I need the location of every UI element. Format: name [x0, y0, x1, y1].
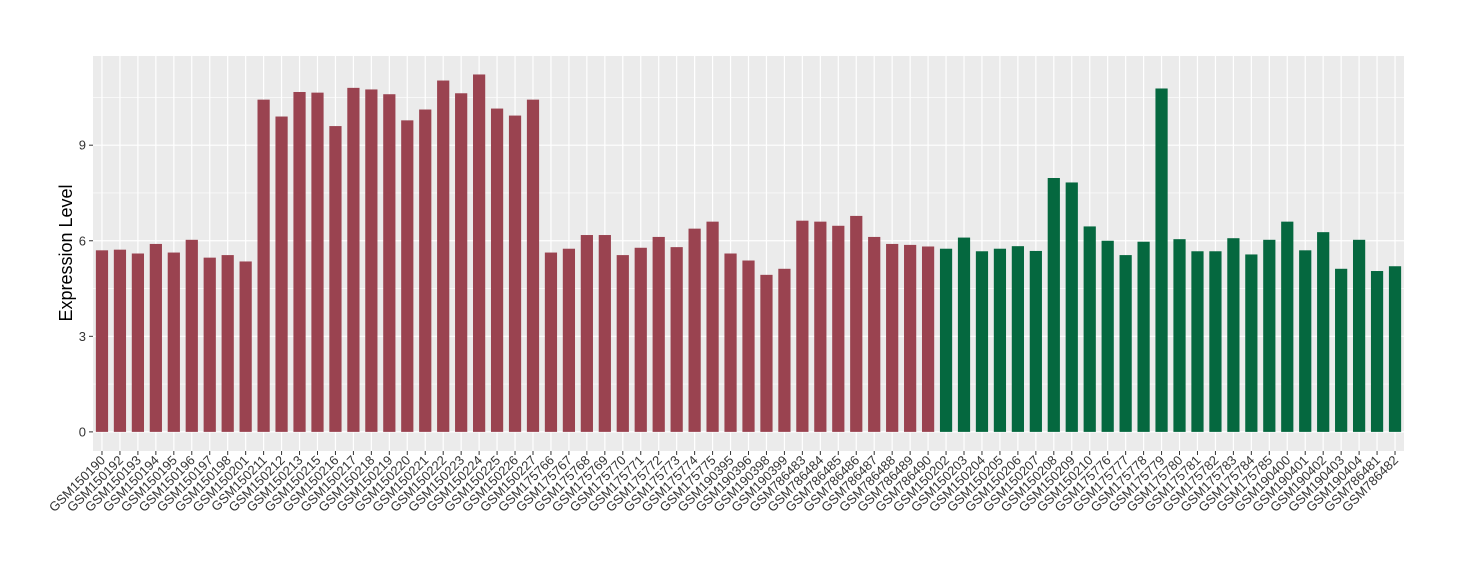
bar-GSM150190 [95, 250, 109, 432]
y-tick-label: 9 [79, 138, 86, 153]
bar-GSM150227 [526, 99, 540, 432]
bar-GSM175767 [562, 248, 576, 432]
bar-GSM786481 [1370, 271, 1384, 432]
bar-GSM190398 [760, 274, 773, 432]
bar-GSM150203 [957, 237, 971, 432]
y-tick-label: 6 [79, 233, 86, 248]
bar-GSM175779 [1155, 88, 1168, 432]
bar-GSM150222 [437, 80, 450, 432]
bar-GSM786484 [814, 221, 827, 432]
bar-GSM150198 [221, 255, 234, 432]
bar-GSM150221 [419, 109, 432, 432]
bar-GSM786483 [796, 220, 809, 432]
bar-GSM150195 [167, 252, 180, 432]
bar-GSM150211 [257, 99, 270, 432]
bar-GSM150193 [131, 253, 145, 432]
bar-GSM175772 [652, 236, 665, 432]
bar-GSM150225 [490, 108, 504, 432]
bar-GSM150205 [993, 248, 1007, 432]
bar-GSM150209 [1065, 182, 1078, 432]
bar-GSM786490 [921, 246, 935, 432]
bar-GSM150219 [383, 94, 396, 432]
bar-GSM150201 [239, 261, 252, 432]
bar-GSM175785 [1263, 239, 1276, 432]
bar-GSM150202 [939, 248, 953, 432]
bar-GSM150218 [365, 89, 378, 432]
bar-GSM150217 [347, 87, 360, 432]
bar-GSM150196 [185, 239, 198, 432]
y-axis-title: Expression Level [56, 184, 76, 321]
bar-GSM175770 [616, 255, 629, 432]
bar-GSM175782 [1209, 251, 1222, 432]
bar-GSM190401 [1299, 250, 1312, 432]
bar-GSM150204 [975, 251, 989, 432]
bar-GSM175783 [1227, 238, 1240, 432]
bar-GSM190402 [1317, 232, 1330, 432]
bar-GSM190404 [1352, 239, 1366, 432]
bar-GSM150212 [275, 116, 288, 432]
bar-GSM150197 [203, 257, 216, 432]
y-axis: 0 3 6 9 [79, 138, 93, 439]
bar-GSM150208 [1047, 178, 1060, 432]
bar-GSM150213 [293, 91, 306, 432]
bar-GSM175769 [598, 235, 611, 432]
bar-GSM150220 [401, 120, 414, 432]
bar-GSM150224 [473, 74, 486, 432]
bar-GSM150226 [508, 115, 522, 432]
bar-GSM190395 [724, 253, 737, 432]
bar-GSM175766 [544, 252, 558, 432]
bar-GSM190400 [1281, 221, 1294, 432]
bar-GSM175776 [1101, 240, 1114, 432]
bar-GSM150206 [1011, 246, 1024, 432]
bar-GSM175775 [706, 221, 719, 432]
bar-GSM786486 [850, 215, 863, 432]
bar-GSM175768 [580, 235, 593, 432]
bar-GSM786489 [904, 244, 917, 432]
bars [95, 74, 1402, 432]
bar-GSM150210 [1083, 226, 1096, 432]
bar-GSM190396 [742, 260, 755, 432]
x-axis: GSM150190GSM150192GSM150193GSM150194GSM1… [46, 451, 1401, 515]
bar-GSM150223 [455, 93, 468, 432]
bar-GSM175784 [1245, 254, 1258, 432]
bar-GSM150215 [311, 92, 324, 432]
bar-GSM175771 [634, 247, 647, 432]
bar-GSM175774 [688, 228, 701, 432]
bar-GSM175777 [1119, 255, 1132, 432]
bar-GSM786487 [868, 236, 881, 432]
bar-GSM175780 [1173, 239, 1186, 432]
y-tick-label: 0 [79, 424, 86, 439]
bar-GSM786488 [886, 243, 899, 432]
bar-GSM190399 [778, 268, 791, 432]
bar-GSM175778 [1137, 241, 1150, 432]
bar-GSM786485 [832, 225, 845, 432]
bar-GSM190403 [1335, 268, 1348, 432]
bar-GSM150192 [113, 249, 127, 432]
bar-GSM150207 [1029, 250, 1042, 432]
bar-GSM786482 [1388, 266, 1402, 432]
bar-GSM150216 [329, 126, 342, 432]
y-tick-label: 3 [79, 329, 86, 344]
bar-GSM175781 [1191, 251, 1204, 432]
bar-GSM150194 [149, 243, 162, 432]
bar-GSM175773 [670, 247, 683, 432]
